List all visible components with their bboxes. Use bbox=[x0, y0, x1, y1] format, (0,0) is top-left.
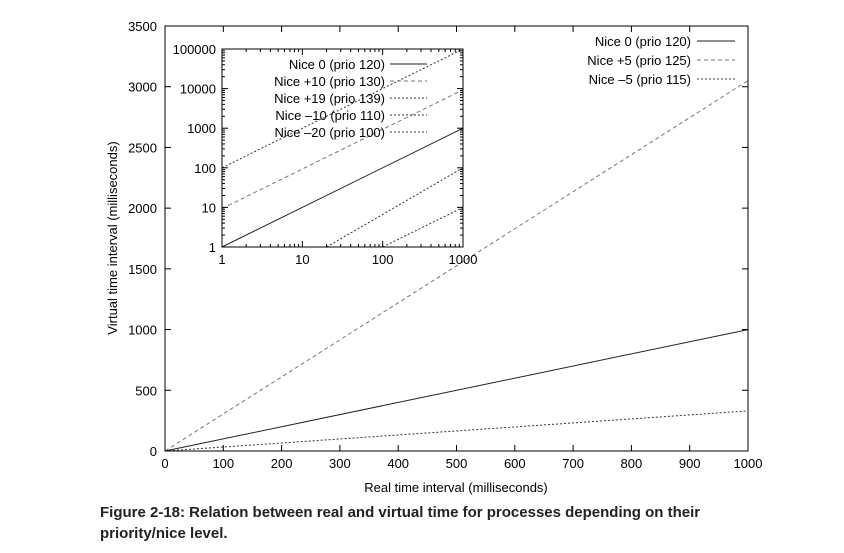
inset-axis-ticks: 1 10 100 1000 1 10 100 1000 10000 100000 bbox=[173, 42, 478, 267]
main-series-line-0 bbox=[164, 329, 749, 452]
main-y-axis-label: Virtual time interval (milliseconds) bbox=[105, 141, 120, 334]
main-series-lines bbox=[164, 80, 749, 452]
inset-legend-label-3: Nice –10 (prio 110) bbox=[275, 108, 385, 123]
main-y-tick-label: 3000 bbox=[128, 80, 157, 95]
main-series-line-2 bbox=[164, 410, 749, 452]
main-x-tick-label: 500 bbox=[446, 456, 468, 471]
inset-y-tick-label: 100 bbox=[194, 161, 216, 176]
main-y-tick-label: 1500 bbox=[128, 262, 157, 277]
inset-series-lines bbox=[221, 48, 464, 248]
inset-y-tick-label: 10000 bbox=[180, 82, 216, 97]
inset-y-tick-label: 1000 bbox=[187, 121, 216, 136]
main-legend-label-2: Nice –5 (prio 115) bbox=[589, 72, 691, 87]
main-x-tick-label: 700 bbox=[562, 456, 584, 471]
main-y-tick-label: 3500 bbox=[128, 19, 157, 34]
inset-series-line-2 bbox=[221, 48, 464, 169]
inset-plot-frame bbox=[221, 48, 464, 248]
inset-x-tick-label: 10 bbox=[295, 252, 309, 267]
main-x-tick-label: 900 bbox=[679, 456, 701, 471]
figure-caption: Figure 2-18: Relation between real and v… bbox=[100, 504, 701, 542]
main-x-tick-label: 300 bbox=[329, 456, 351, 471]
main-x-tick-label: 800 bbox=[621, 456, 643, 471]
inset-x-tick-label: 1000 bbox=[449, 252, 478, 267]
inset-y-tick-label: 10 bbox=[202, 200, 216, 215]
main-x-tick-label: 200 bbox=[271, 456, 293, 471]
chart: 0 100 200 300 400 500 600 700 800 900 100005001000… bbox=[105, 19, 762, 495]
main-y-tick-label: 2000 bbox=[128, 201, 157, 216]
main-y-tick-label: 2500 bbox=[128, 140, 157, 155]
inset-y-tick-label: 100000 bbox=[173, 42, 216, 57]
inset-legend-label-1: Nice +10 (prio 130) bbox=[274, 74, 385, 89]
main-plot: 0 100 200 300 400 500 600 700 800 900 100005001000… bbox=[105, 19, 762, 495]
main-axis-ticks: 0 100 200 300 400 500 600 700 800 900 100005001000… bbox=[128, 19, 762, 471]
inset-legend: Nice 0 (prio 120) Nice +10 (prio 130) Nice… bbox=[274, 57, 427, 140]
inset-series-line-4 bbox=[382, 206, 464, 248]
main-x-tick-label: 1000 bbox=[734, 456, 763, 471]
main-legend: Nice 0 (prio 120) Nice +5 (prio 125) Nice … bbox=[587, 34, 735, 87]
inset-x-tick-label: 100 bbox=[372, 252, 394, 267]
inset-legend-label-0: Nice 0 (prio 120) bbox=[289, 57, 385, 72]
inset-series-line-1 bbox=[221, 89, 464, 210]
main-legend-label-0: Nice 0 (prio 120) bbox=[595, 34, 691, 49]
main-x-axis-label: Real time interval (milliseconds) bbox=[364, 480, 548, 495]
main-y-tick-label: 1000 bbox=[128, 323, 157, 338]
main-x-tick-label: 400 bbox=[387, 456, 409, 471]
inset-x-tick-label: 1 bbox=[218, 252, 225, 267]
inset-legend-label-4: Nice –20 (prio 100) bbox=[274, 125, 385, 140]
main-x-tick-label: 100 bbox=[212, 456, 234, 471]
main-series-line-1 bbox=[164, 80, 749, 452]
main-x-tick-label: 600 bbox=[504, 456, 526, 471]
inset-plot: 1 10 100 1000 1 10 100 1000 10000 100000 Nice 0 (… bbox=[173, 42, 478, 267]
inset-legend-label-2: Nice +19 (prio 139) bbox=[274, 91, 385, 106]
inset-y-tick-label: 1 bbox=[209, 240, 216, 255]
inset-series-line-0 bbox=[221, 127, 464, 248]
main-y-tick-label: 500 bbox=[135, 383, 157, 398]
main-y-tick-label: 0 bbox=[150, 444, 157, 459]
main-x-tick-label: 0 bbox=[161, 456, 168, 471]
main-legend-label-1: Nice +5 (prio 125) bbox=[587, 53, 691, 68]
